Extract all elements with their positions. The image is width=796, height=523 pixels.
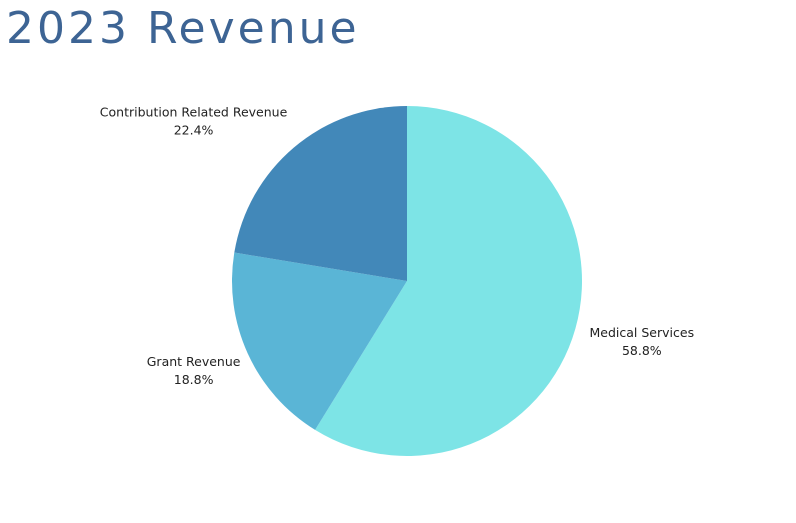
pie-slice-grant-revenue <box>232 252 407 430</box>
slice-label-name: Medical Services <box>590 325 695 340</box>
slice-label: Medical Services 58.8% <box>590 325 695 358</box>
slice-label-name: Grant Revenue <box>147 354 241 369</box>
slice-label-value: 22.4% <box>174 123 214 138</box>
pie-slices <box>232 106 583 457</box>
slice-label: Grant Revenue 18.8% <box>147 354 241 387</box>
slice-label: Contribution Related Revenue 22.4% <box>100 105 288 138</box>
chart-title: 2023 Revenue <box>6 3 360 54</box>
pie-slice-contribution-related-revenue <box>234 106 407 281</box>
slice-label-name: Contribution Related Revenue <box>100 105 288 120</box>
pie-labels: Medical Services 58.8% Grant Revenue 18.8% C… <box>100 105 694 387</box>
slice-label-value: 18.8% <box>174 372 214 387</box>
pie-slice-medical-services <box>315 106 583 457</box>
slice-label-value: 58.8% <box>622 343 662 358</box>
